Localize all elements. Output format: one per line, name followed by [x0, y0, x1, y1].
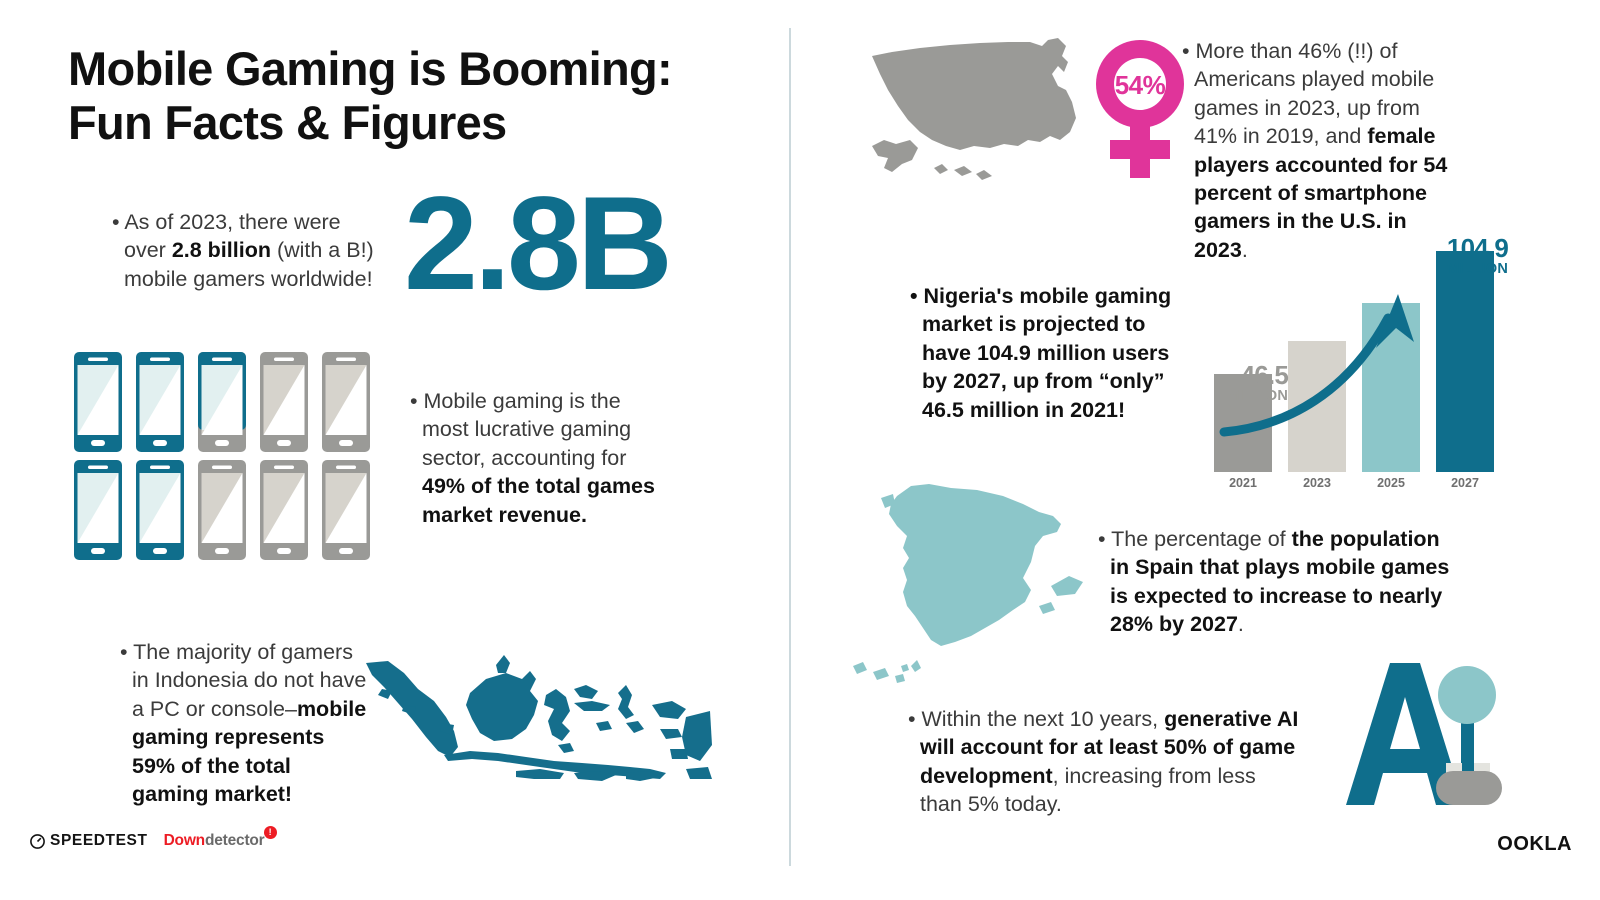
column-divider [789, 28, 791, 866]
phone-icon [198, 352, 246, 452]
ookla-wordmark: OOKLA [1497, 833, 1572, 855]
speedtest-gauge-icon [30, 833, 45, 849]
footer-logos: SPEEDTEST Downdetector ! [30, 826, 277, 850]
phone-icon-grid [74, 352, 376, 568]
speedtest-logo: SPEEDTEST [30, 832, 148, 850]
bullet-spain-population: • The percentage of the population in Sp… [1098, 527, 1450, 637]
chart-xlabel-2023: 2023 [1303, 476, 1331, 490]
phone-icon [260, 352, 308, 452]
phone-icon [74, 352, 122, 452]
chart-bar-2027 [1436, 251, 1494, 472]
downdetector-logo: Downdetector ! [163, 826, 277, 850]
phone-icon [322, 460, 370, 560]
downdetector-alert-badge: ! [263, 826, 277, 839]
chart-xlabel-2027: 2027 [1451, 476, 1479, 490]
chart-label-2021: 46.5 MILLION [1226, 360, 1289, 404]
phone-icon [260, 460, 308, 560]
chart-bar-2023 [1288, 341, 1346, 472]
phone-icon [136, 352, 184, 452]
united-states-map-icon [862, 28, 1112, 188]
ai-joystick-icon [1338, 655, 1508, 810]
page-title: Mobile Gaming is Booming: Fun Facts & Fi… [68, 42, 728, 149]
phone-icon [74, 460, 122, 560]
chart-bar-2025 [1362, 303, 1420, 472]
indonesia-map-icon [330, 645, 712, 790]
bullet-worldwide-gamers: • As of 2023, there were over 2.8 billio… [112, 210, 374, 291]
chart-label-2027: 104.9 MILLION [1446, 233, 1509, 277]
speedtest-wordmark: SPEEDTEST [50, 832, 148, 849]
bullet-indonesia-gamers: • The majority of gamers in Indonesia do… [120, 640, 367, 806]
bullet-americans-mobile-gamers: • More than 46% (!!) of Americans played… [1182, 39, 1448, 262]
spain-map-icon [845, 470, 1095, 690]
title-line-1: Mobile Gaming is Booming: [68, 42, 673, 95]
bullet-nigeria-market: • Nigeria's mobile gaming market is proj… [910, 284, 1172, 422]
phone-icon [198, 460, 246, 560]
big-number-2-8b: 2.8B [404, 170, 673, 318]
chart-xlabel-2021: 2021 [1229, 476, 1257, 490]
title-line-2: Fun Facts & Figures [68, 95, 507, 149]
chart-xlabel-2025: 2025 [1377, 476, 1405, 490]
nigeria-users-bar-chart: 2021 2023 2025 2027 46.5 MILLION 104.9 MILL… [1208, 235, 1509, 500]
phone-icon [136, 460, 184, 560]
bullet-lucrative-sector: • Mobile gaming is the most lucrative ga… [410, 389, 655, 527]
female-symbol-badge: 54% [1092, 40, 1188, 180]
downdetector-down: Down [163, 832, 206, 849]
ookla-logo: OOKLA [1497, 833, 1572, 856]
downdetector-detector: detector [204, 832, 265, 849]
phone-icon [322, 352, 370, 452]
female-percent-label: 54% [1114, 70, 1166, 100]
bullet-generative-ai: • Within the next 10 years, generative A… [908, 707, 1299, 817]
chart-x-axis-labels: 2021 2023 2025 2027 [1208, 476, 1508, 496]
